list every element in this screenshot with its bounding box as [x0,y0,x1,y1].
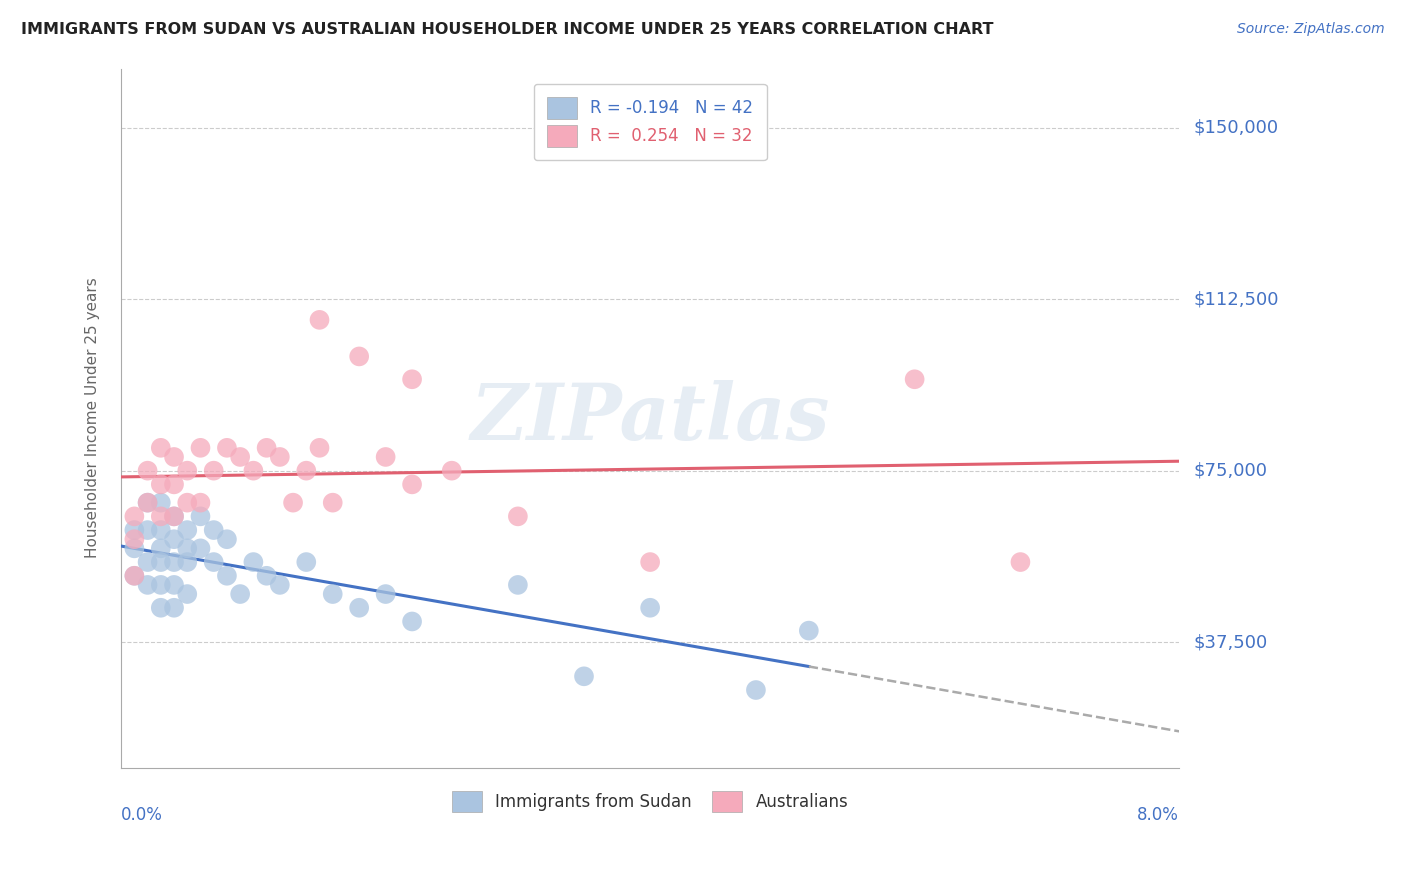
Point [242,464,264,478]
Point [281,496,304,510]
Point [638,555,661,569]
Point [176,587,198,601]
Text: 8.0%: 8.0% [1137,806,1180,824]
Point [215,532,238,546]
Point [124,523,146,537]
Point [149,477,172,491]
Point [190,509,212,524]
Point [176,555,198,569]
Point [149,578,172,592]
Text: $112,500: $112,500 [1194,290,1278,309]
Text: IMMIGRANTS FROM SUDAN VS AUSTRALIAN HOUSEHOLDER INCOME UNDER 25 YEARS CORRELATIO: IMMIGRANTS FROM SUDAN VS AUSTRALIAN HOUS… [21,22,994,37]
Point [124,568,146,582]
Point [136,496,159,510]
Y-axis label: Householder Income Under 25 years: Householder Income Under 25 years [86,277,100,558]
Point [506,578,529,592]
Point [797,624,820,638]
Point [401,615,423,629]
Point [638,600,661,615]
Text: $37,500: $37,500 [1194,633,1267,651]
Point [215,441,238,455]
Point [176,496,198,510]
Point [374,450,396,464]
Text: 0.0%: 0.0% [121,806,163,824]
Point [124,509,146,524]
Point [440,464,463,478]
Text: Source: ZipAtlas.com: Source: ZipAtlas.com [1237,22,1385,37]
Point [163,555,186,569]
Point [136,464,159,478]
Point [149,509,172,524]
Point [256,568,278,582]
Point [347,350,370,364]
Point [269,450,291,464]
Point [149,600,172,615]
Point [176,523,198,537]
Point [124,541,146,556]
Point [190,541,212,556]
Point [176,541,198,556]
Point [506,509,529,524]
Point [124,532,146,546]
Point [256,441,278,455]
Point [149,496,172,510]
Point [295,555,318,569]
Point [163,450,186,464]
Text: ZIPatlas: ZIPatlas [471,380,830,457]
Point [176,464,198,478]
Point [215,568,238,582]
Point [202,523,225,537]
Point [136,496,159,510]
Point [149,555,172,569]
Point [163,578,186,592]
Point [229,450,252,464]
Point [163,477,186,491]
Point [202,464,225,478]
Point [347,600,370,615]
Point [136,523,159,537]
Point [745,683,768,698]
Point [190,441,212,455]
Point [401,477,423,491]
Point [149,441,172,455]
Point [904,372,927,386]
Point [269,578,291,592]
Point [124,568,146,582]
Text: $150,000: $150,000 [1194,119,1278,137]
Point [572,669,595,683]
Point [163,532,186,546]
Point [202,555,225,569]
Point [374,587,396,601]
Point [401,372,423,386]
Point [149,523,172,537]
Point [190,496,212,510]
Point [149,541,172,556]
Point [322,587,344,601]
Point [163,509,186,524]
Point [136,578,159,592]
Point [163,509,186,524]
Point [242,555,264,569]
Point [322,496,344,510]
Point [163,600,186,615]
Point [1010,555,1032,569]
Point [308,313,330,327]
Point [295,464,318,478]
Point [229,587,252,601]
Legend: Immigrants from Sudan, Australians: Immigrants from Sudan, Australians [446,784,855,819]
Point [308,441,330,455]
Point [136,555,159,569]
Text: $75,000: $75,000 [1194,462,1267,480]
